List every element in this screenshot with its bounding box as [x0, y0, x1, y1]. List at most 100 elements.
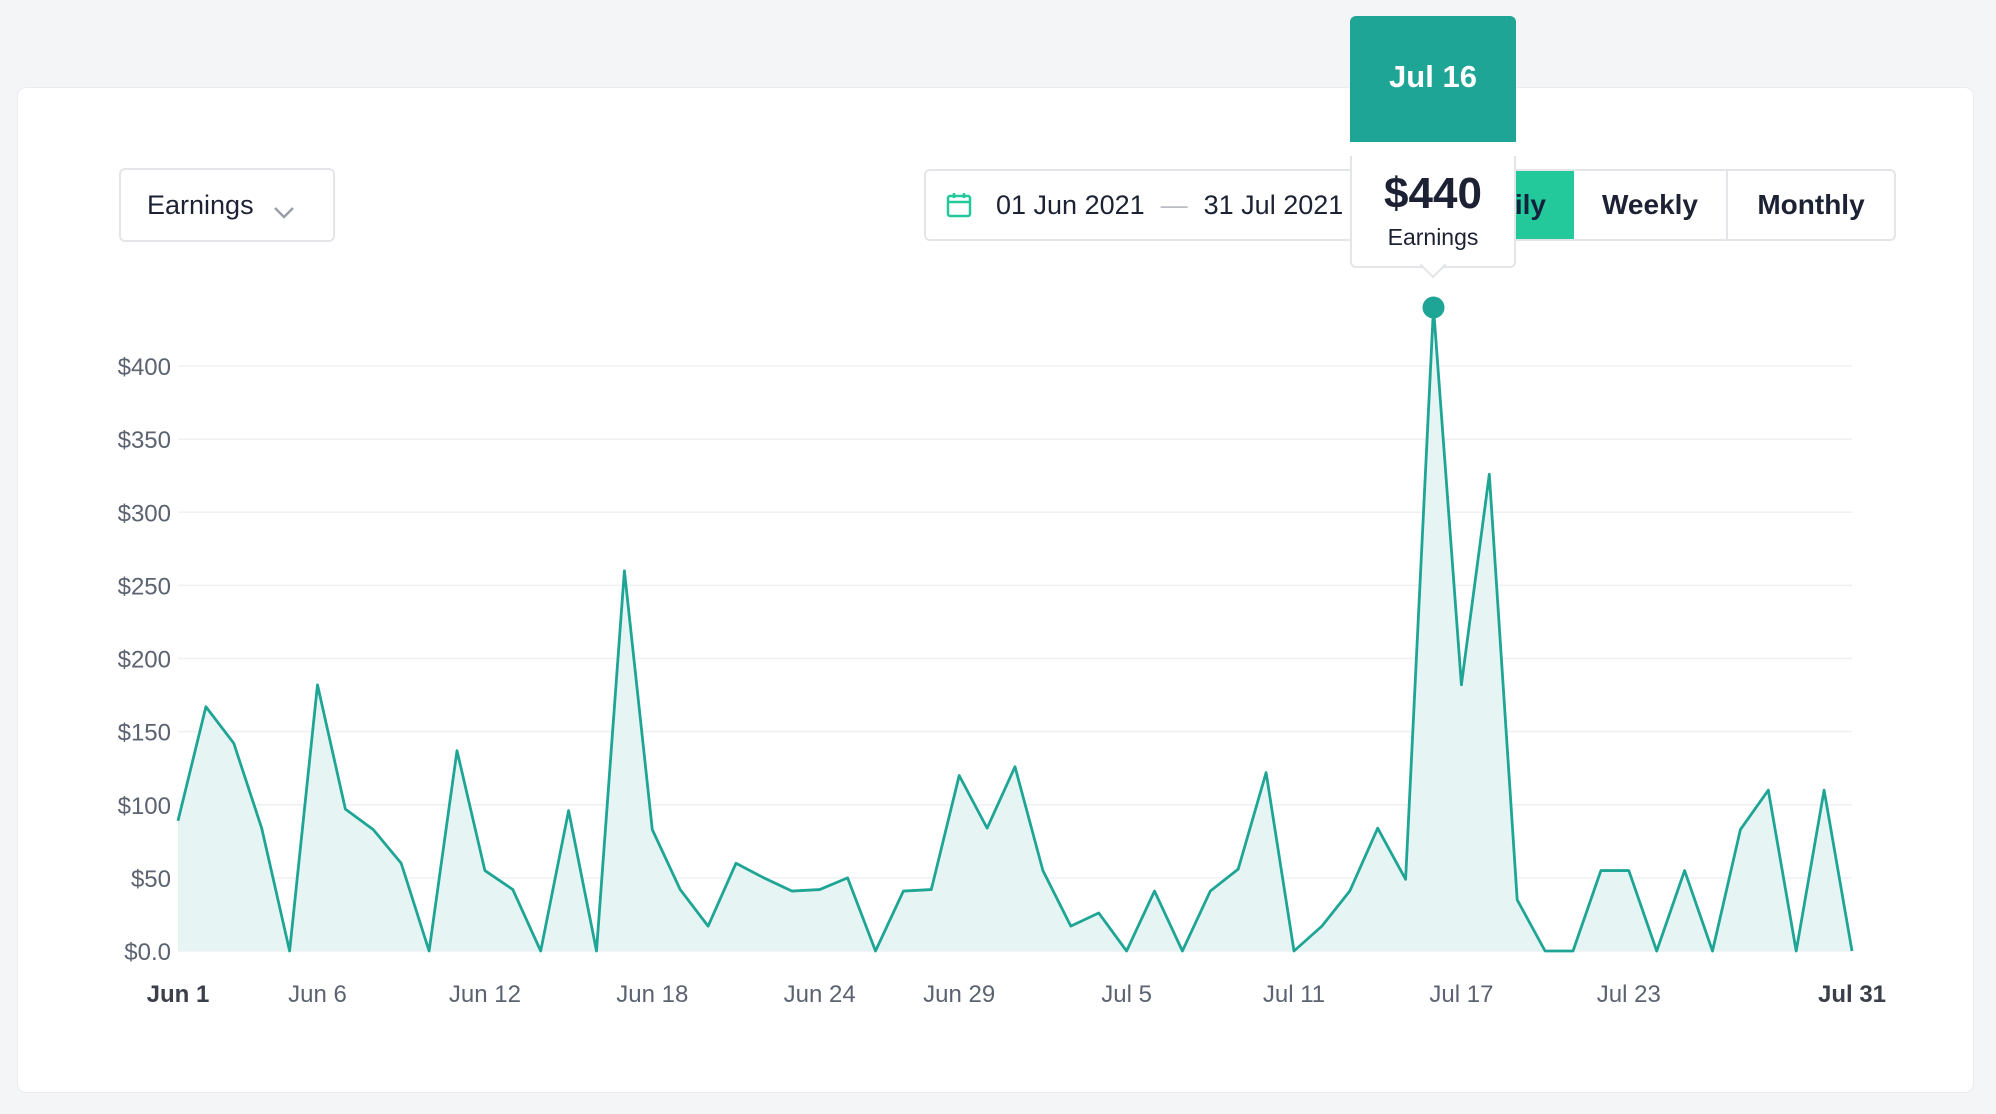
data-point — [705, 923, 711, 929]
data-point — [1486, 471, 1492, 477]
data-point — [1542, 948, 1548, 954]
data-point — [1626, 868, 1632, 874]
data-point — [845, 875, 851, 881]
data-point — [1179, 948, 1185, 954]
x-tick-label: Jun 24 — [784, 981, 856, 1008]
data-point — [426, 948, 432, 954]
data-point — [315, 682, 321, 688]
data-point — [398, 860, 404, 866]
data-point — [1765, 787, 1771, 793]
data-point — [1040, 868, 1046, 874]
data-point — [1514, 897, 1520, 903]
data-point — [733, 860, 739, 866]
data-point — [1710, 948, 1716, 954]
data-point — [621, 568, 627, 574]
data-point — [928, 887, 934, 893]
tooltip-value: $440 — [1384, 169, 1482, 218]
chevron-down-icon — [273, 196, 295, 227]
earnings-series-line — [176, 306, 1854, 953]
date-range-separator: — — [1160, 189, 1188, 220]
data-point — [1124, 948, 1130, 954]
y-tick-label: $200 — [118, 647, 171, 674]
x-tick-label: Jun 18 — [616, 981, 688, 1008]
data-point — [1263, 770, 1269, 776]
x-tick-label: Jun 6 — [288, 981, 347, 1008]
data-point — [1319, 923, 1325, 929]
metric-dropdown-label: Earnings — [147, 189, 254, 220]
data-point — [956, 773, 962, 779]
tooltip-body: $440 Earnings — [1350, 156, 1516, 268]
data-point — [1096, 910, 1102, 916]
tooltip-label: Earnings — [1387, 224, 1479, 250]
data-point — [538, 948, 544, 954]
data-point — [1291, 948, 1297, 954]
data-point — [1821, 787, 1827, 793]
data-point — [1682, 868, 1688, 874]
data-point — [1793, 948, 1799, 954]
metric-dropdown[interactable]: Earnings — [119, 168, 335, 242]
data-point — [873, 948, 879, 954]
tab-weekly[interactable]: Weekly — [1574, 171, 1728, 239]
data-point — [454, 748, 460, 754]
data-point — [1207, 888, 1213, 894]
data-point — [510, 887, 516, 893]
x-tick-label: Jul 17 — [1429, 981, 1493, 1008]
data-point — [1598, 868, 1604, 874]
x-tick-label: Jul 23 — [1597, 981, 1661, 1008]
chart-tooltip: Jul 16 $440 Earnings — [1350, 16, 1516, 279]
y-tick-label: $50 — [131, 866, 171, 893]
tooltip-date: Jul 16 — [1350, 16, 1516, 142]
data-point — [594, 948, 600, 954]
data-point — [649, 827, 655, 833]
data-point — [370, 827, 376, 833]
y-tick-label: $400 — [118, 354, 171, 381]
x-axis-labels: Jun 1 Jun 6 Jun 12 Jun 18 Jun 24 Jun 29 Jul 5 J… — [147, 981, 1886, 1008]
data-point — [482, 868, 488, 874]
data-point — [817, 887, 823, 893]
data-point — [1347, 888, 1353, 894]
y-tick-label: $0.0 — [124, 939, 171, 966]
y-axis-labels: $0.0 $50 $100 $150 $200 $250 $300 $350 $400 — [118, 354, 171, 966]
data-point — [231, 740, 237, 746]
x-tick-label: Jul 11 — [1263, 981, 1325, 1008]
calendar-icon — [946, 192, 972, 218]
data-point — [1849, 948, 1855, 954]
data-point — [677, 887, 683, 893]
x-tick-label: Jul 5 — [1101, 981, 1152, 1008]
data-point — [259, 825, 265, 831]
data-point — [287, 948, 293, 954]
data-point — [175, 818, 181, 824]
data-point — [1570, 948, 1576, 954]
tab-monthly[interactable]: Monthly — [1757, 189, 1865, 220]
x-tick-label: Jul 31 — [1818, 981, 1886, 1008]
data-point — [1458, 682, 1464, 688]
data-point — [1235, 866, 1241, 872]
data-point — [342, 806, 348, 812]
data-point — [1403, 876, 1409, 882]
data-point — [1375, 825, 1381, 831]
x-tick-label: Jun 12 — [449, 981, 521, 1008]
data-point — [1012, 764, 1018, 770]
data-point — [1152, 888, 1158, 894]
y-tick-label: $100 — [118, 793, 171, 820]
y-tick-label: $150 — [118, 720, 171, 747]
data-point — [984, 825, 990, 831]
highlighted-point[interactable] — [1422, 296, 1445, 319]
data-point — [900, 888, 906, 894]
x-tick-label: Jun 29 — [923, 981, 995, 1008]
x-tick-label: Jun 1 — [147, 981, 210, 1008]
data-point — [203, 704, 209, 710]
data-point — [1654, 948, 1660, 954]
date-range-start: 01 Jun 2021 — [996, 189, 1145, 220]
date-range-end: 31 Jul 2021 — [1203, 189, 1344, 220]
data-point — [566, 808, 572, 814]
data-point — [761, 875, 767, 881]
y-tick-label: $250 — [118, 573, 171, 600]
data-point — [1737, 827, 1743, 833]
earnings-area-fill — [178, 307, 1852, 951]
y-tick-label: $350 — [118, 427, 171, 454]
tooltip-pointer — [1420, 264, 1446, 279]
y-tick-label: $300 — [118, 500, 171, 527]
data-point — [1068, 923, 1074, 929]
